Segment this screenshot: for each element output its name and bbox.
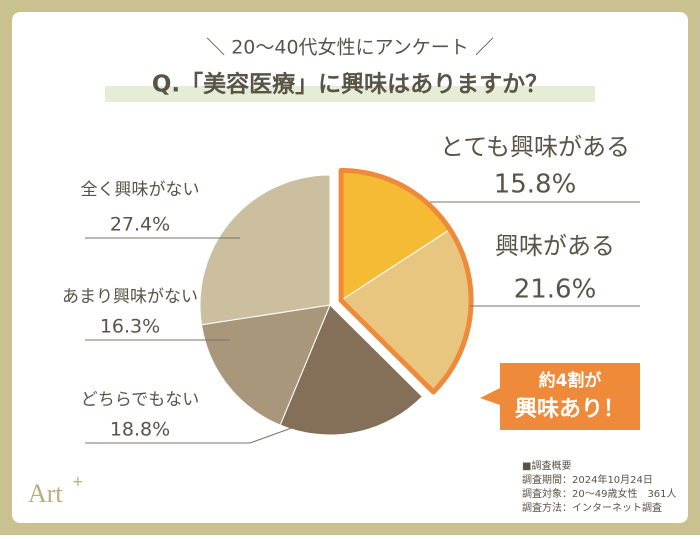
survey-text: 調査期間：2024年10月24日	[522, 473, 653, 486]
category-label: とても興味がある	[440, 133, 630, 161]
labels: とても興味がある 15.8% 興味がある 21.6% どちらでもない 18.8% あまり興味…	[62, 133, 640, 444]
category-label: 興味がある	[495, 232, 615, 260]
value-label: 15.8%	[494, 170, 577, 200]
callout-box	[480, 363, 640, 430]
survey-text: 調査方法：インターネット調査	[522, 501, 662, 514]
logo: Art	[28, 479, 63, 508]
value-label: 21.6%	[514, 275, 597, 305]
logo-mark: +	[72, 474, 84, 490]
category-label: どちらでもない	[81, 390, 200, 410]
pie-slice	[279, 304, 423, 436]
callout-text: 約4割が	[539, 370, 602, 391]
pie-slice	[199, 174, 331, 326]
subtitle: ＼ 20〜40代女性にアンケート ／	[206, 37, 494, 59]
survey-text: ■調査概要	[522, 459, 571, 472]
category-label: 全く興味がない	[81, 180, 200, 200]
pie-slice	[200, 304, 331, 426]
pie	[199, 167, 474, 436]
value-label: 16.3%	[100, 316, 160, 338]
category-label: あまり興味がない	[62, 287, 198, 307]
value-label: 18.8%	[110, 419, 170, 441]
highlight-outline	[338, 167, 474, 395]
chart-title: Q.「美容医療」に興味はありますか？	[152, 71, 548, 98]
value-label: 27.4%	[110, 214, 170, 236]
survey-text: 調査対象：20〜49歳女性 361人	[522, 487, 677, 500]
leader-line	[85, 424, 301, 444]
title-highlight	[105, 86, 595, 102]
callout-text: 興味あり！	[515, 397, 625, 422]
